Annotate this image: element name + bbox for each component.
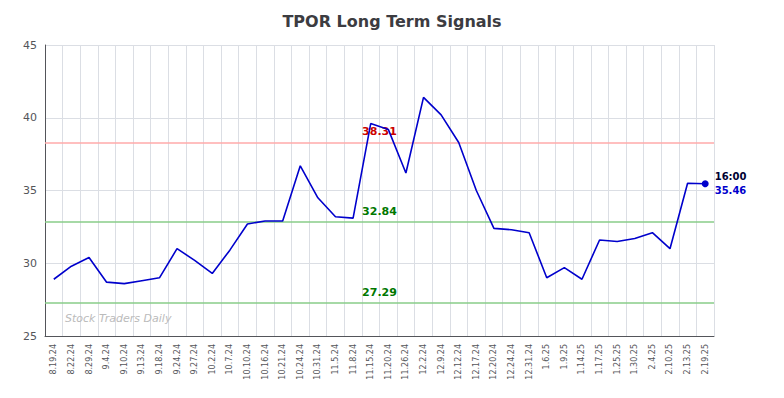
svg-text:8.29.24: 8.29.24 (85, 344, 94, 375)
svg-text:11.8.24: 11.8.24 (349, 344, 358, 375)
svg-text:9.24.24: 9.24.24 (173, 344, 182, 375)
svg-text:1.9.25: 1.9.25 (560, 344, 569, 369)
svg-text:2.4.25: 2.4.25 (648, 344, 657, 369)
svg-text:12.31.24: 12.31.24 (525, 344, 534, 380)
svg-text:9.10.24: 9.10.24 (120, 344, 129, 375)
svg-text:10.24.24: 10.24.24 (296, 344, 305, 380)
svg-text:9.4.24: 9.4.24 (102, 344, 111, 369)
svg-text:TPOR Long Term Signals: TPOR Long Term Signals (282, 12, 501, 31)
svg-text:12.24.24: 12.24.24 (507, 344, 516, 380)
svg-text:12.20.24: 12.20.24 (489, 344, 498, 380)
svg-text:8.19.24: 8.19.24 (49, 344, 58, 375)
svg-text:11.26.24: 11.26.24 (401, 344, 410, 380)
svg-text:32.84: 32.84 (362, 205, 397, 218)
svg-text:2.19.25: 2.19.25 (701, 344, 710, 375)
svg-text:10.16.24: 10.16.24 (261, 344, 270, 380)
svg-text:Stock Traders Daily: Stock Traders Daily (65, 312, 172, 325)
svg-text:35: 35 (23, 184, 37, 197)
svg-text:2.13.25: 2.13.25 (683, 344, 692, 375)
svg-text:1.25.25: 1.25.25 (613, 344, 622, 375)
svg-text:1.30.25: 1.30.25 (630, 344, 639, 375)
svg-text:10.10.24: 10.10.24 (243, 344, 252, 380)
svg-text:10.31.24: 10.31.24 (313, 344, 322, 380)
svg-text:1.17.25: 1.17.25 (595, 344, 604, 375)
svg-text:9.18.24: 9.18.24 (155, 344, 164, 375)
svg-text:8.22.24: 8.22.24 (67, 344, 76, 375)
svg-text:12.2.24: 12.2.24 (419, 344, 428, 375)
svg-text:9.27.24: 9.27.24 (190, 344, 199, 375)
svg-text:1.14.25: 1.14.25 (577, 344, 586, 375)
svg-text:16:00: 16:00 (715, 171, 747, 182)
svg-text:12.9.24: 12.9.24 (437, 344, 446, 375)
svg-text:12.17.24: 12.17.24 (472, 344, 481, 380)
svg-text:27.29: 27.29 (362, 286, 397, 299)
svg-text:2.10.25: 2.10.25 (665, 344, 674, 375)
svg-text:12.12.24: 12.12.24 (454, 344, 463, 380)
svg-text:40: 40 (23, 111, 37, 124)
svg-text:30: 30 (23, 257, 37, 270)
svg-text:11.15.24: 11.15.24 (366, 344, 375, 380)
svg-text:1.6.25: 1.6.25 (542, 344, 551, 369)
svg-text:9.13.24: 9.13.24 (137, 344, 146, 375)
svg-text:35.46: 35.46 (715, 185, 747, 196)
svg-text:11.5.24: 11.5.24 (331, 344, 340, 375)
svg-text:38.31: 38.31 (362, 125, 397, 139)
svg-text:10.7.24: 10.7.24 (225, 344, 234, 375)
svg-text:10.2.24: 10.2.24 (208, 344, 217, 375)
svg-text:11.20.24: 11.20.24 (384, 344, 393, 380)
svg-text:25: 25 (23, 330, 37, 343)
svg-text:10.21.24: 10.21.24 (278, 344, 287, 380)
svg-text:45: 45 (23, 39, 37, 52)
